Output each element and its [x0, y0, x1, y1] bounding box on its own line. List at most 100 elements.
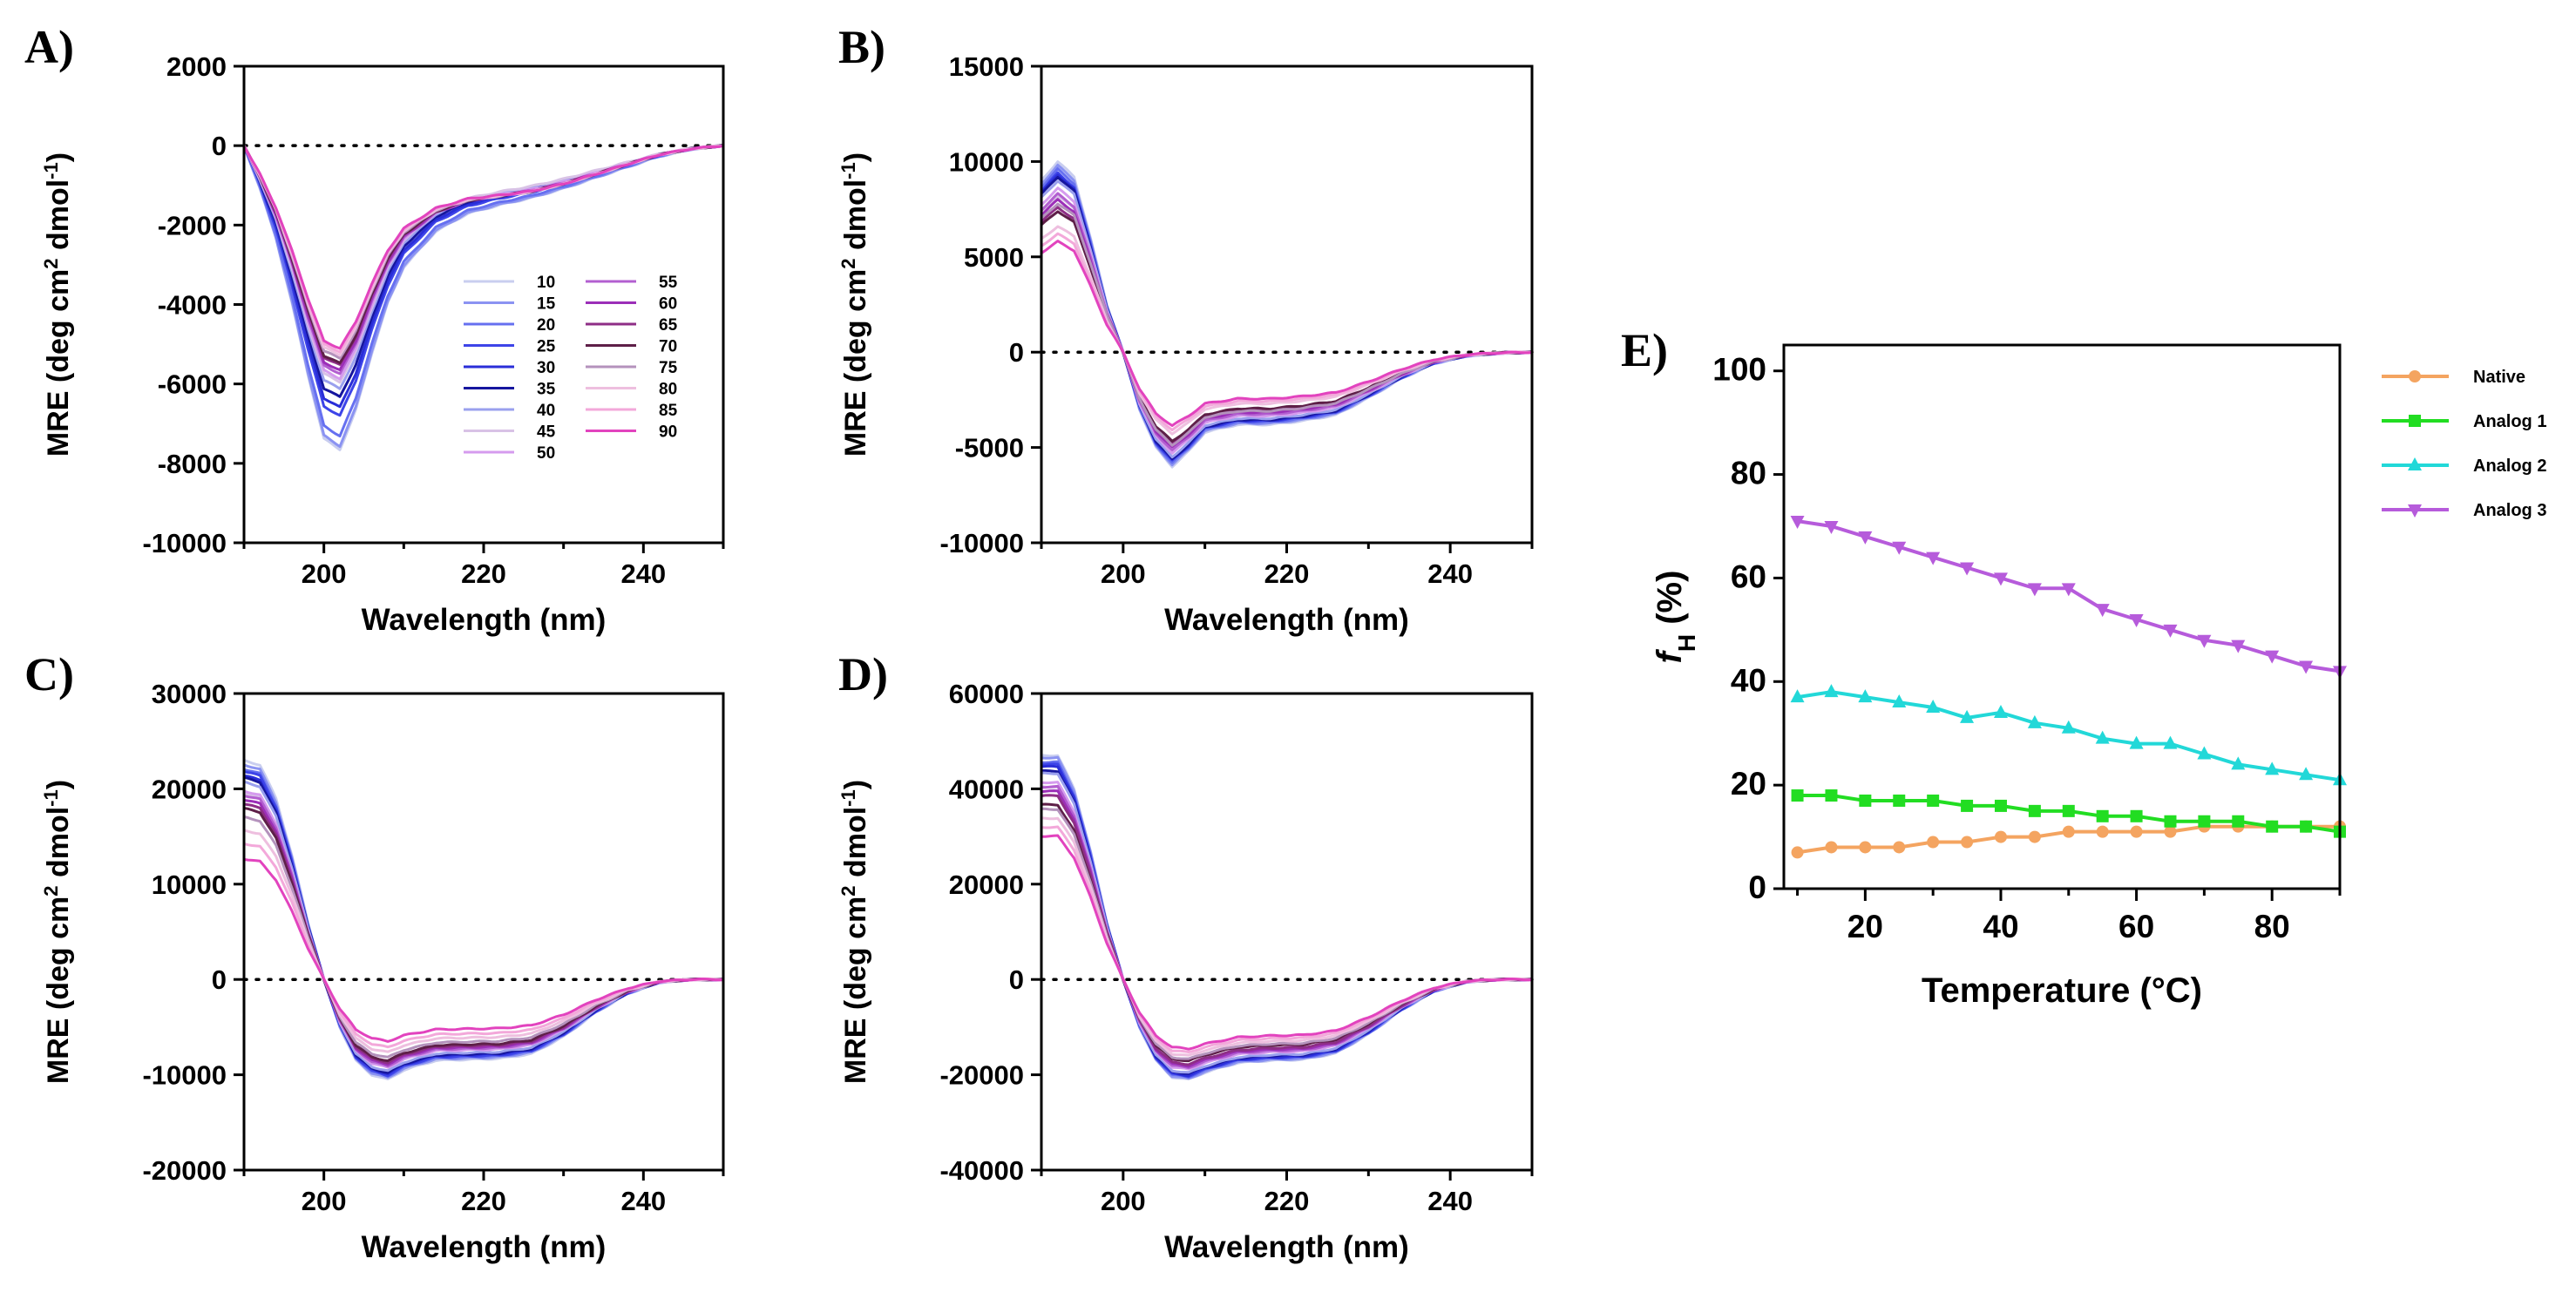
data-point — [1858, 689, 1873, 703]
series-line-35 — [1041, 769, 1533, 1075]
data-point — [1791, 789, 1804, 802]
y-tick-label: 20000 — [152, 774, 227, 804]
data-point — [2028, 804, 2041, 817]
legend-label: Analog 1 — [2473, 412, 2546, 431]
data-point — [2265, 650, 2280, 664]
legend-marker — [2409, 415, 2421, 427]
data-point — [1994, 799, 2007, 812]
y-axis-label: MRE (deg cm2 dmol-1) — [837, 780, 873, 1084]
axes-frame — [242, 64, 725, 545]
data-point — [1960, 709, 1975, 723]
y-axis-label-part: MRE (deg cm — [42, 897, 75, 1084]
series-line-60 — [243, 798, 724, 1066]
series-line-70 — [243, 807, 724, 1063]
series-group — [1040, 160, 1533, 469]
y-tick-label: 40 — [1731, 662, 1766, 698]
data-point — [2061, 720, 2076, 734]
data-point — [2163, 735, 2178, 749]
y-axis-label-sub: H — [1673, 634, 1700, 652]
legend-label: Analog 2 — [2473, 457, 2546, 476]
x-tick-label: 60 — [2118, 909, 2154, 944]
data-point — [1825, 789, 1838, 802]
x-axis-label: Wavelength (nm) — [362, 1230, 607, 1264]
series-line-90 — [242, 144, 724, 350]
series-line-50 — [243, 789, 724, 1069]
y-axis-label-part: ) — [42, 780, 75, 789]
legend-label-40: 40 — [537, 402, 555, 420]
y-tick-label: -10000 — [142, 1060, 227, 1091]
y-tick-label: -10000 — [142, 528, 227, 558]
data-point — [2265, 761, 2280, 775]
y-axis-label-part: -1 — [837, 162, 859, 179]
panel-d: D) 60000 40000 20000 0 -20000 -40000 200 220 240 W… — [837, 648, 1534, 1264]
legend-label-70: 70 — [659, 338, 677, 356]
data-point — [1791, 846, 1804, 859]
data-point — [2062, 825, 2075, 838]
legend-label-90: 90 — [659, 423, 677, 442]
data-point — [1825, 841, 1838, 854]
data-point — [2163, 624, 2178, 638]
y-axis-label-part: 2 — [837, 258, 859, 268]
series-analog-2 — [1790, 684, 2347, 786]
y-tick-label: 10000 — [949, 146, 1024, 177]
data-point — [1892, 694, 1907, 708]
data-point — [2027, 714, 2042, 728]
data-point — [1859, 794, 1872, 807]
series-line-30 — [1041, 764, 1533, 1078]
y-tick-label: -6000 — [158, 369, 227, 400]
data-point — [1993, 704, 2008, 718]
legend-label: Analog 3 — [2473, 501, 2546, 520]
legend-label-50: 50 — [537, 444, 555, 463]
y-axis-label-part: ) — [839, 780, 872, 789]
data-point — [2095, 604, 2110, 618]
y-axis-label-part: MRE (deg cm — [839, 269, 872, 457]
data-point — [2028, 830, 2041, 843]
legend-label-25: 25 — [537, 338, 556, 356]
x-tick-label: 240 — [1427, 558, 1473, 589]
legend-label-65: 65 — [659, 316, 678, 335]
x-tick-label: 200 — [302, 558, 347, 589]
y-axis-label-part: 2 — [837, 885, 859, 896]
y-tick-label: -5000 — [955, 433, 1024, 464]
y-axis-label-part: -1 — [40, 789, 62, 807]
series-line-20 — [242, 145, 724, 438]
legend-label-45: 45 — [537, 423, 556, 442]
data-point — [1927, 836, 1940, 849]
y-tick-label: 15000 — [949, 51, 1024, 82]
data-point — [2130, 825, 2143, 838]
y-tick-label: 0 — [1009, 964, 1024, 995]
series-line-90 — [243, 857, 724, 1043]
x-tick-label: 40 — [1983, 909, 2018, 944]
series-line-40 — [1041, 771, 1533, 1074]
y-axis-label-f: f — [1651, 648, 1689, 663]
data-point — [1859, 841, 1872, 854]
legend-label-30: 30 — [537, 359, 555, 377]
data-point — [1960, 562, 1975, 576]
series-line-45 — [1041, 785, 1533, 1069]
y-tick-label: 60 — [1731, 558, 1766, 594]
data-point — [2231, 756, 2246, 770]
y-axis-label-part: dmol — [42, 807, 75, 886]
data-point — [2129, 735, 2144, 749]
series-line-70 — [1041, 802, 1533, 1063]
panel-b: B) 15000 10000 5000 0 -5000 -10000 200 220 240 Wav… — [837, 21, 1534, 637]
y-axis-label: fH (%) — [1651, 571, 1700, 664]
data-point — [1790, 689, 1805, 703]
series-analog-1 — [1791, 789, 2346, 838]
x-tick-label: 20 — [1847, 909, 1883, 944]
y-axis-label-part: -1 — [837, 789, 859, 807]
series-line-90 — [1041, 240, 1533, 427]
series-line-85 — [1041, 825, 1533, 1053]
x-tick-label: 200 — [1101, 558, 1146, 589]
y-axis-label-part: MRE (deg cm — [42, 269, 75, 457]
series-line-50 — [1041, 781, 1533, 1071]
data-point — [2197, 634, 2212, 648]
data-point — [1858, 531, 1873, 545]
y-axis-label-part: dmol — [42, 179, 75, 259]
legend-label-35: 35 — [537, 381, 556, 399]
legend-label-85: 85 — [659, 402, 678, 420]
data-point — [1824, 521, 1839, 534]
y-axis-label: MRE (deg cm2 dmol-1) — [837, 152, 873, 457]
legend-label-20: 20 — [537, 316, 555, 335]
